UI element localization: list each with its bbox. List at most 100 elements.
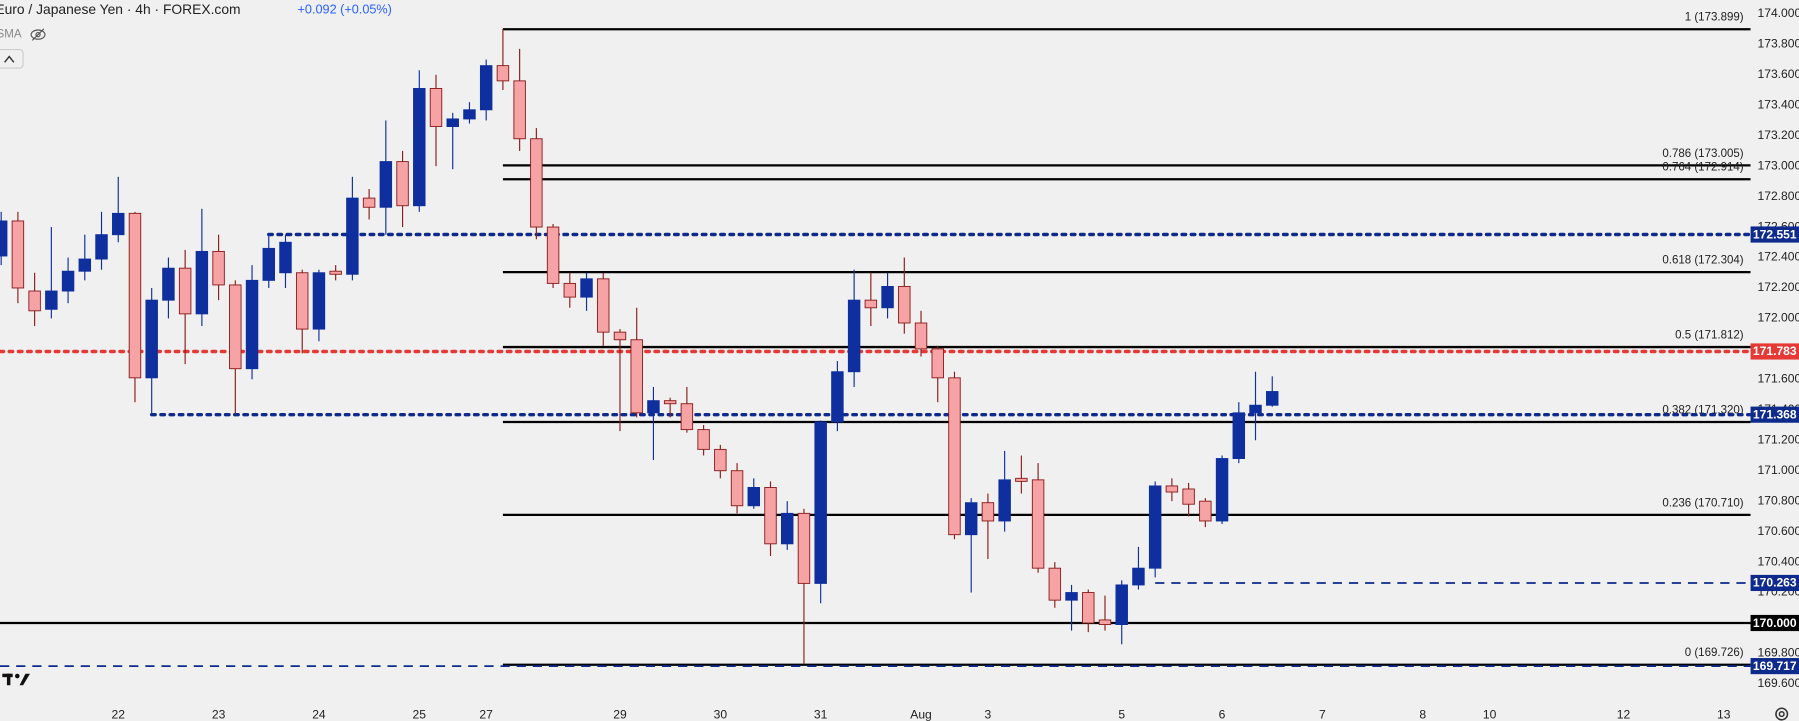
candle-body [11,220,25,289]
candle-body [546,226,560,284]
candle-body [630,339,643,414]
y-tick-label: 173.400 [1757,97,1799,111]
candle-body [95,234,108,260]
candle-body [229,284,242,370]
candle-body [245,279,259,370]
x-tick-label: Aug [910,707,932,721]
fib-level-label: 0.764 (172.914) [1662,162,1743,174]
candle-body [797,512,811,584]
tradingview-logo[interactable] [2,673,30,686]
settings-icon[interactable] [1775,707,1789,721]
candle-body [964,502,978,536]
candle-body [346,197,359,275]
candle-body [931,348,944,379]
candle-body [463,109,476,120]
y-tick-label: 172.000 [1757,311,1799,325]
x-tick-label: 12 [1617,707,1631,721]
candle-body [1015,477,1028,482]
candle-body [362,197,376,208]
price-axis-area [1750,0,1799,721]
candle-body [1199,500,1212,522]
candle-body [680,403,694,431]
candle-body [1065,592,1078,601]
candle-body [45,290,58,310]
fib-level-label: 0 (169.726) [1685,647,1744,659]
price-tag-label: 170.263 [1753,576,1797,590]
candle-body [496,65,510,82]
y-tick-label: 172.800 [1757,189,1799,203]
candle-body [1082,592,1095,624]
fib-level-label: 0.618 (172.304) [1662,255,1743,267]
price-tag-label: 172.551 [1753,227,1797,241]
candle-body [262,247,275,281]
candle-body [998,479,1011,522]
price-tag-label: 171.368 [1753,407,1797,421]
candle-body [1215,458,1229,522]
candle-body [948,377,961,536]
candle-body [781,512,794,545]
price-tag [1750,574,1799,592]
candle-body [747,487,761,507]
candle-body [597,278,610,333]
candle-body [1232,412,1246,459]
candle-body [61,270,75,292]
candle-body [78,258,92,272]
price-tag [1750,343,1799,360]
y-tick-label: 169.800 [1757,646,1799,660]
y-tick-label: 171.200 [1757,432,1799,446]
candle-body [195,250,209,315]
candle-body [112,212,125,236]
y-tick-label: 173.600 [1757,67,1799,81]
candle-body [730,470,744,507]
fib-level-label: 0.236 (170.710) [1662,497,1743,509]
y-tick-label: 171.000 [1757,463,1799,477]
x-tick-label: 3 [985,707,992,721]
x-tick-label: 8 [1419,707,1426,721]
change-label: +0.092 (+0.05%) [298,3,392,17]
y-tick-label: 172.400 [1757,250,1799,264]
price-tag-label: 169.717 [1753,659,1797,673]
candle-body [764,487,777,545]
candle-body [1115,584,1128,625]
candle-body [714,448,727,472]
candle-body [1132,567,1145,586]
candle-body [1249,404,1262,414]
x-tick-label: 7 [1319,707,1326,721]
candle-body [898,285,911,324]
candle-body [329,270,342,275]
y-tick-label: 172.200 [1757,280,1799,294]
candle-body [379,161,393,208]
x-tick-label: 22 [112,707,126,721]
candle-body [413,88,426,207]
x-tick-label: 29 [613,707,627,721]
y-tick-label: 170.400 [1757,554,1799,568]
candle-body [396,161,409,207]
candle-body [814,421,827,584]
price-tag [1750,614,1799,632]
visibility-icon[interactable] [30,28,46,41]
x-tick-label: 27 [479,707,493,721]
candle-body [563,282,577,298]
x-tick-label: 5 [1118,707,1125,721]
candle-body [530,138,543,228]
candle-body [1165,485,1179,493]
candle-body [1098,619,1112,625]
candle-body [1266,391,1279,406]
candle-body [446,118,459,128]
fib-level-label: 0.5 (171.812) [1675,330,1744,342]
y-tick-label: 174.000 [1757,6,1799,20]
y-tick-label: 170.800 [1757,493,1799,507]
candle-body [0,220,8,257]
candle-body [178,267,192,315]
candle-body [864,299,878,309]
candle-body [128,212,142,379]
collapse-button[interactable] [0,49,24,69]
candle-body [212,250,225,286]
axes: 169.600169.800170.000170.200170.400170.6… [112,6,1799,721]
candle-body [647,400,660,414]
price-tag-label: 171.783 [1753,344,1797,358]
candle-body [881,285,894,309]
